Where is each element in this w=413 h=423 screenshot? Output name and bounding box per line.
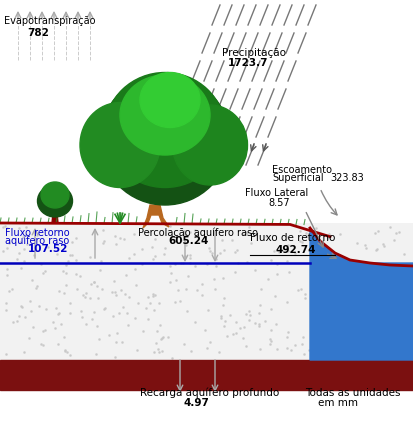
Text: aquífero raso: aquífero raso	[5, 236, 69, 246]
Text: 107.52: 107.52	[28, 244, 69, 254]
Ellipse shape	[173, 105, 247, 185]
Bar	[0, 360, 413, 390]
Text: Fluxo retorno: Fluxo retorno	[5, 228, 70, 238]
Text: 492.74: 492.74	[275, 245, 316, 255]
Text: Superficial: Superficial	[272, 173, 324, 183]
Text: 605.24: 605.24	[168, 236, 209, 246]
Polygon shape	[143, 205, 169, 228]
Text: 323.83: 323.83	[330, 173, 364, 183]
Ellipse shape	[120, 75, 210, 155]
Text: Percolação aquífero raso: Percolação aquífero raso	[138, 228, 258, 238]
Polygon shape	[52, 213, 58, 223]
Ellipse shape	[100, 75, 230, 205]
Ellipse shape	[105, 72, 225, 187]
Text: Evapotranspiração: Evapotranspiração	[4, 16, 95, 26]
Text: Precipitação: Precipitação	[222, 48, 286, 58]
Text: Recarga aquífero profundo: Recarga aquífero profundo	[140, 387, 279, 398]
Polygon shape	[310, 228, 413, 360]
Text: 1723.7: 1723.7	[228, 58, 268, 68]
Ellipse shape	[38, 185, 73, 217]
Text: Escoamento: Escoamento	[272, 165, 332, 175]
Text: Fluxo Lateral: Fluxo Lateral	[245, 188, 308, 198]
Text: Todas as unidades: Todas as unidades	[305, 388, 401, 398]
Ellipse shape	[80, 102, 160, 187]
Text: 782: 782	[27, 28, 49, 38]
Ellipse shape	[41, 182, 69, 208]
Text: Fluxo de retorno: Fluxo de retorno	[250, 233, 335, 243]
Bar	[0, 223, 413, 360]
Ellipse shape	[140, 72, 200, 127]
Text: 8.57: 8.57	[268, 198, 290, 208]
Text: em mm: em mm	[318, 398, 358, 408]
Text: 4.97: 4.97	[183, 398, 209, 408]
